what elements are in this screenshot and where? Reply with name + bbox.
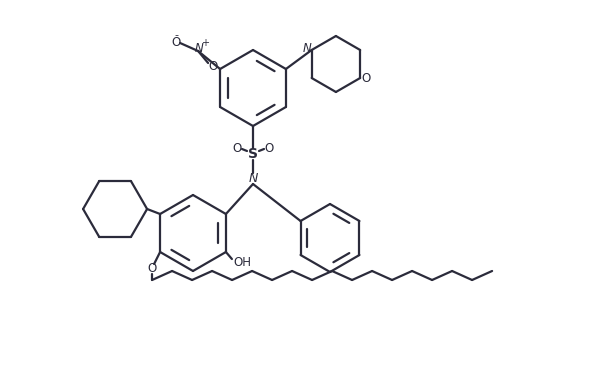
- Text: O: O: [147, 262, 157, 275]
- Text: O: O: [362, 71, 371, 85]
- Text: O: O: [232, 142, 242, 156]
- Text: O: O: [208, 60, 218, 72]
- Text: N: N: [248, 173, 258, 185]
- Text: O: O: [264, 142, 274, 156]
- Text: N: N: [302, 42, 311, 54]
- Text: N: N: [195, 42, 204, 56]
- Text: OH: OH: [233, 255, 251, 269]
- Text: +: +: [201, 38, 209, 48]
- Text: -: -: [174, 30, 178, 40]
- Text: S: S: [248, 147, 258, 161]
- Text: O: O: [172, 35, 181, 49]
